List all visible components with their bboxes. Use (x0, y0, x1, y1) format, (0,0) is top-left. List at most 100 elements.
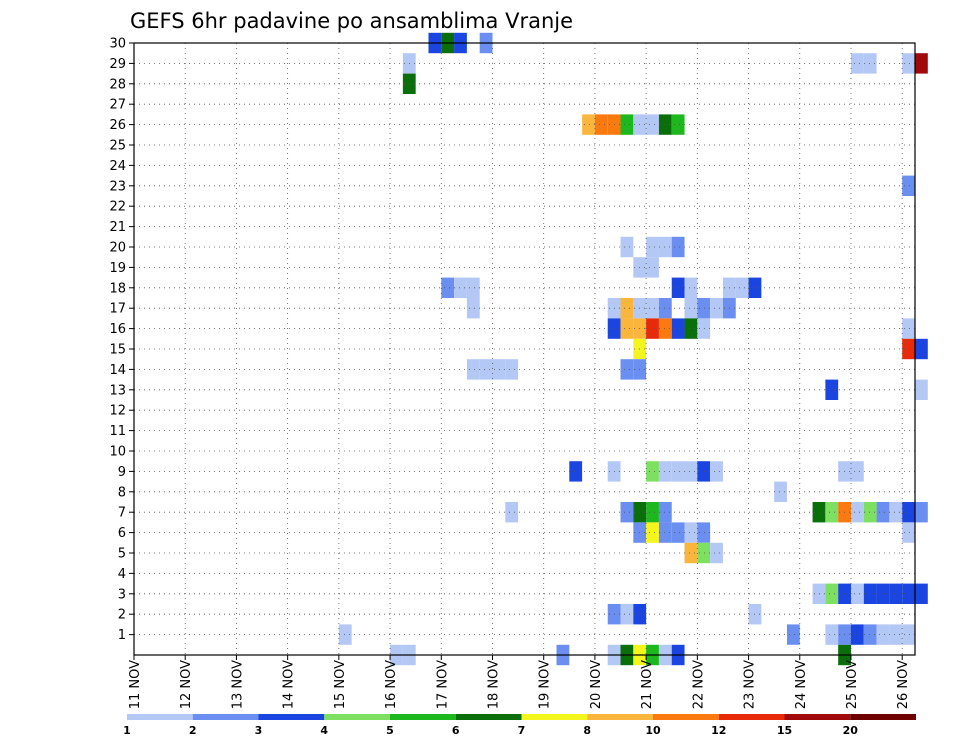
x-tick-label: 14 NOV (282, 660, 297, 709)
heat-cell (915, 379, 928, 400)
colorbar-label: 8 (583, 724, 591, 737)
colorbar: 1 2 3 4 5 6 7 8 10 12 15 20 (123, 714, 916, 737)
heat-cell (620, 298, 634, 319)
heat-cell (863, 624, 877, 645)
heat-cell (505, 359, 519, 380)
heat-cell (620, 318, 634, 339)
heat-cell (710, 298, 723, 319)
heat-cell (646, 461, 659, 482)
y-tick-label: 16 (109, 322, 126, 337)
colorbar-swatch (718, 714, 785, 720)
colorbar-swatch (784, 714, 851, 720)
heat-cell (902, 502, 915, 523)
x-tick-label: 16 NOV (384, 660, 399, 709)
x-tick-label: 19 NOV (538, 660, 553, 709)
heat-cell (786, 624, 800, 645)
heat-cell (466, 359, 480, 380)
x-tick-label: 21 NOV (640, 660, 655, 709)
heat-cell (684, 522, 698, 543)
y-tick-label: 22 (109, 200, 126, 215)
heat-cell (915, 53, 928, 74)
heat-cell (658, 298, 672, 319)
heat-cell (646, 318, 659, 339)
heat-cell (774, 481, 787, 502)
heat-cell (876, 624, 890, 645)
colorbar-swatch (127, 714, 193, 720)
heat-cell (594, 114, 608, 135)
y-tick-label: 15 (109, 343, 126, 358)
colorbar-label: 7 (518, 724, 526, 737)
colorbar-label: 3 (255, 724, 263, 737)
heat-cell (646, 298, 659, 319)
heat-cell (850, 583, 864, 604)
heat-cell (735, 277, 749, 298)
heat-cell (902, 53, 915, 74)
colorbar-label: 15 (777, 724, 792, 737)
heat-cell (658, 522, 672, 543)
y-tick-label: 20 (109, 241, 126, 256)
cells-layer (338, 32, 928, 666)
x-axis: 11 NOV 12 NOV 13 NOV 14 NOV 15 NOV 16 NOV 17 N… (128, 655, 911, 709)
heat-cell (492, 359, 506, 380)
heat-cell (915, 502, 928, 523)
heat-cell (671, 236, 685, 258)
heat-cell (684, 461, 698, 482)
heat-cell (915, 338, 928, 360)
heat-cell (915, 583, 928, 604)
x-tick-label: 15 NOV (333, 660, 348, 709)
y-tick-label: 27 (109, 98, 126, 113)
y-tick-label: 7 (118, 506, 126, 521)
heat-cell (863, 53, 877, 74)
x-tick-label: 11 NOV (128, 660, 143, 709)
x-tick-label: 18 NOV (486, 660, 501, 709)
colorbar-label: 6 (452, 724, 460, 737)
x-tick-label: 20 NOV (589, 660, 604, 709)
heat-cell (889, 624, 903, 645)
x-tick-label: 24 NOV (794, 660, 809, 709)
colorbar-label: 12 (711, 724, 726, 737)
heat-cell (620, 236, 634, 258)
colorbar-swatch (324, 714, 390, 720)
heat-cell (710, 461, 723, 482)
heat-cell (671, 522, 685, 543)
heat-cell (658, 318, 672, 339)
heat-cell (454, 277, 467, 298)
colorbar-label: 5 (386, 724, 394, 737)
heat-cell (825, 624, 839, 645)
colorbar-label: 20 (843, 724, 859, 737)
heat-cell (863, 583, 877, 604)
heat-cell (684, 542, 698, 564)
heat-cell (620, 359, 634, 380)
heat-cell (825, 502, 839, 523)
heat-cell (812, 583, 826, 604)
heat-cell (684, 298, 698, 319)
y-tick-label: 13 (109, 383, 126, 398)
y-tick-label: 6 (118, 526, 126, 541)
colorbar-swatch (587, 714, 653, 720)
heat-cell (569, 461, 583, 482)
y-tick-label: 11 (109, 424, 126, 439)
heat-cell (902, 624, 915, 645)
heat-cell (441, 277, 455, 298)
y-tick-label: 12 (109, 404, 126, 419)
colorbar-label: 4 (320, 724, 328, 737)
heat-cell (684, 318, 698, 339)
heat-cell (902, 522, 915, 543)
heat-cell (697, 522, 711, 543)
x-tick-label: 26 NOV (896, 660, 911, 709)
heat-cell (850, 461, 864, 482)
heat-cell (697, 298, 711, 319)
heat-cell (697, 318, 711, 339)
colorbar-label: 1 (123, 724, 131, 737)
heat-cell (646, 114, 659, 135)
heat-cell (902, 583, 915, 604)
heat-cell (671, 318, 685, 339)
heat-cell (850, 624, 864, 645)
colorbar-label: 2 (189, 724, 197, 737)
y-tick-label: 29 (109, 57, 126, 72)
heat-cell (850, 53, 864, 74)
y-tick-label: 3 (118, 587, 126, 602)
heat-cell (889, 583, 903, 604)
